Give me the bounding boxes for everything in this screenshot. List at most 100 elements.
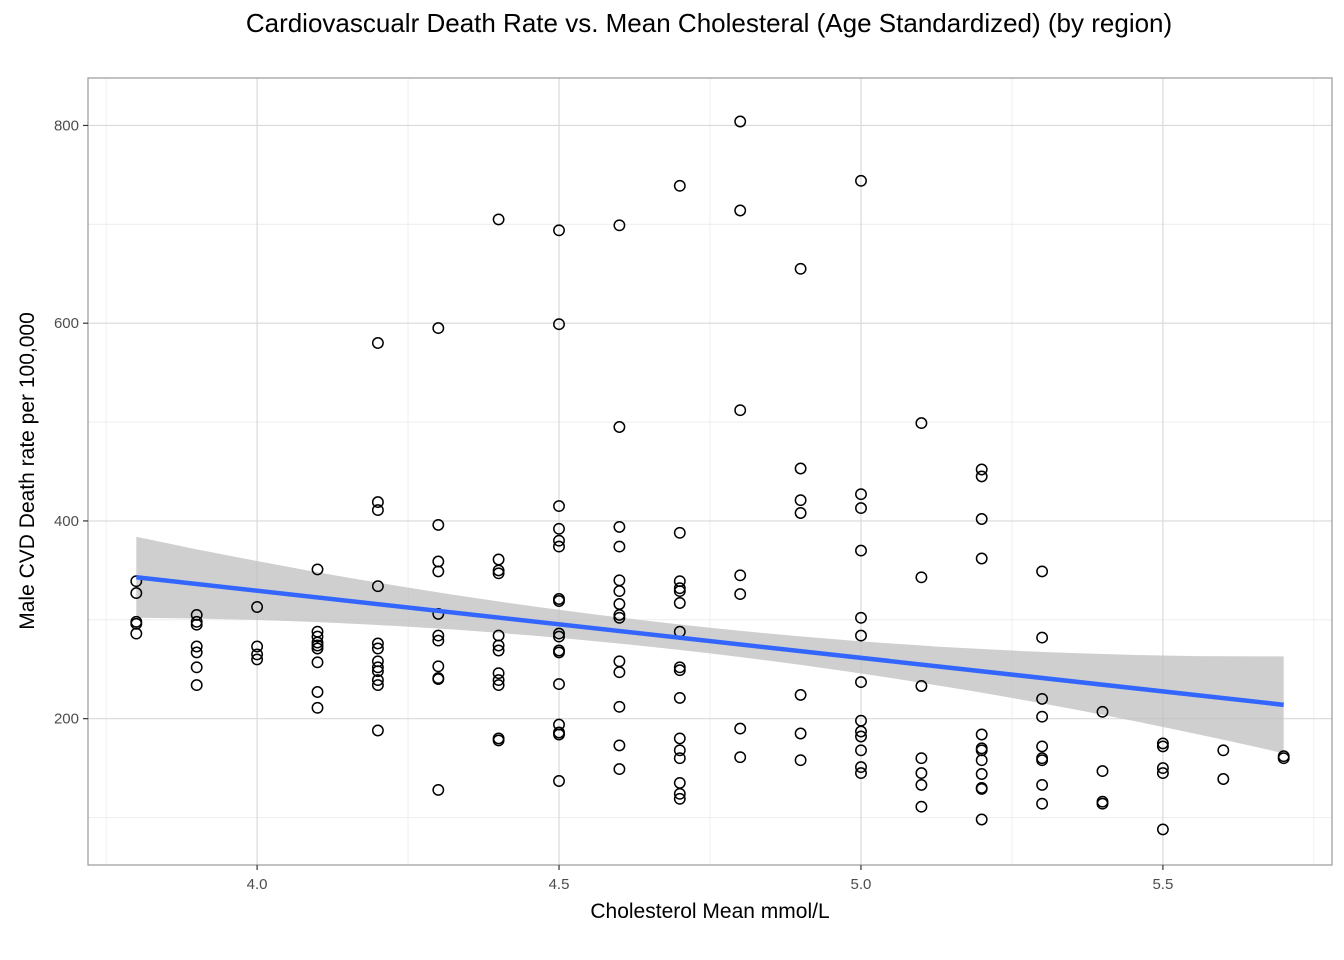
data-point bbox=[371, 642, 384, 655]
data-point bbox=[1036, 692, 1049, 705]
data-point bbox=[1036, 565, 1049, 578]
data-point bbox=[1156, 737, 1169, 750]
data-point bbox=[673, 526, 686, 539]
data-point bbox=[613, 520, 626, 533]
data-point bbox=[613, 540, 626, 553]
data-point bbox=[734, 115, 747, 128]
data-point bbox=[371, 665, 384, 678]
y-tick-label: 800 bbox=[54, 117, 79, 134]
data-point bbox=[855, 611, 867, 624]
data-point bbox=[613, 739, 626, 752]
data-point bbox=[1156, 740, 1169, 753]
data-point bbox=[311, 639, 324, 652]
data-point bbox=[432, 518, 445, 531]
data-point bbox=[915, 800, 928, 813]
data-point bbox=[553, 224, 565, 237]
data-point bbox=[915, 571, 928, 584]
data-point bbox=[190, 661, 203, 674]
data-points bbox=[130, 115, 1290, 836]
data-point bbox=[734, 751, 747, 764]
data-point bbox=[251, 601, 264, 613]
data-point bbox=[1217, 744, 1230, 757]
data-point bbox=[673, 792, 686, 805]
data-point bbox=[432, 673, 445, 686]
data-point bbox=[311, 630, 324, 643]
data-point bbox=[1096, 705, 1109, 718]
data-point bbox=[553, 500, 565, 513]
data-point bbox=[553, 540, 565, 553]
data-point bbox=[975, 768, 988, 780]
y-tick-label: 200 bbox=[54, 711, 79, 728]
data-point bbox=[553, 534, 565, 547]
chart-title: Cardiovascualr Death Rate vs. Mean Chole… bbox=[246, 8, 1172, 38]
data-point bbox=[492, 674, 505, 687]
data-point bbox=[371, 724, 384, 737]
data-point bbox=[251, 648, 264, 661]
data-point bbox=[1036, 740, 1049, 753]
data-point bbox=[130, 587, 143, 600]
data-point bbox=[371, 496, 384, 509]
data-point bbox=[190, 618, 203, 631]
data-point bbox=[794, 262, 807, 275]
data-point bbox=[1036, 754, 1049, 767]
x-tick-label: 4.0 bbox=[247, 876, 268, 893]
data-point bbox=[915, 752, 928, 765]
data-point bbox=[673, 776, 686, 789]
data-point bbox=[1036, 778, 1049, 791]
data-point bbox=[553, 318, 565, 331]
data-point bbox=[794, 727, 807, 740]
data-point bbox=[673, 664, 686, 677]
data-point bbox=[1156, 762, 1169, 775]
x-axis-ticks: 4.0 4.5 5.0 5.5 bbox=[247, 865, 1173, 893]
data-point bbox=[855, 725, 867, 738]
data-point bbox=[855, 676, 867, 689]
data-point bbox=[673, 597, 686, 609]
data-point bbox=[975, 728, 988, 741]
y-axis-ticks: 200 400 600 800 bbox=[54, 117, 88, 728]
data-point bbox=[371, 679, 384, 692]
data-point bbox=[975, 782, 988, 795]
data-point bbox=[613, 611, 626, 624]
data-point bbox=[975, 813, 988, 826]
data-point bbox=[1036, 797, 1049, 810]
data-point bbox=[734, 588, 747, 601]
data-point bbox=[371, 504, 384, 517]
data-point bbox=[1096, 797, 1109, 810]
y-axis-label: Male CVD Death rate per 100,000 bbox=[16, 312, 39, 630]
data-point bbox=[432, 629, 445, 642]
data-point bbox=[613, 655, 626, 668]
data-point bbox=[855, 730, 867, 743]
data-point bbox=[492, 213, 505, 226]
data-point bbox=[1156, 823, 1169, 836]
data-point bbox=[673, 582, 686, 595]
data-point bbox=[1156, 767, 1169, 780]
data-point bbox=[613, 585, 626, 598]
data-point bbox=[794, 754, 807, 767]
data-point bbox=[432, 555, 445, 568]
data-point bbox=[734, 569, 747, 582]
data-point bbox=[915, 417, 928, 430]
confidence-band bbox=[136, 536, 1284, 754]
data-point bbox=[673, 691, 686, 704]
data-point bbox=[432, 322, 445, 335]
data-point bbox=[855, 544, 867, 557]
data-point bbox=[855, 629, 867, 642]
data-point bbox=[130, 627, 143, 640]
data-point bbox=[371, 674, 384, 687]
data-point bbox=[855, 761, 867, 774]
data-point bbox=[492, 734, 505, 747]
data-point bbox=[1277, 752, 1290, 765]
data-point bbox=[311, 656, 324, 669]
data-point bbox=[311, 701, 324, 714]
data-point bbox=[553, 522, 565, 535]
data-point bbox=[673, 661, 686, 674]
data-point bbox=[371, 661, 384, 674]
data-point bbox=[251, 653, 264, 666]
data-point bbox=[492, 679, 505, 692]
data-point bbox=[371, 337, 384, 349]
data-point bbox=[492, 639, 505, 652]
data-point bbox=[371, 580, 384, 593]
data-point bbox=[855, 174, 867, 187]
y-tick-label: 400 bbox=[54, 513, 79, 530]
